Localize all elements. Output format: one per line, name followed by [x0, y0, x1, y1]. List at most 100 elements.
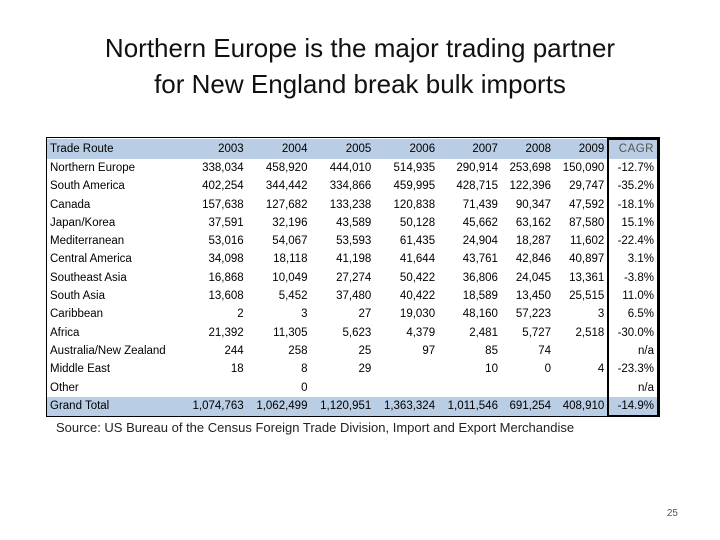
- value-cell: 61,435: [399, 235, 436, 248]
- value-cell: 47,592: [569, 198, 605, 211]
- value-cell: 18,287: [515, 235, 552, 248]
- value-cell: 11,305: [273, 326, 308, 339]
- value-cell: 3: [301, 308, 308, 321]
- value-cell: 25,515: [569, 290, 605, 303]
- value-cell: 10: [485, 363, 498, 376]
- table-row: Australia/New Zealand 244 258 25 97 85 74 n/a: [47, 341, 659, 361]
- value-cell: 2,518: [575, 326, 605, 339]
- value-cell: 63,162: [515, 216, 552, 229]
- value-cell: 25: [358, 344, 372, 357]
- cagr-cell: -12.7%: [607, 159, 659, 178]
- header-2004: 2004: [246, 139, 311, 159]
- value-cell: 19,030: [399, 308, 436, 321]
- value-cell: 290,914: [456, 162, 498, 174]
- trade-route-cell: South America: [50, 180, 125, 193]
- trade-route-cell: Grand Total: [47, 396, 183, 417]
- value-cell: 29,747: [569, 180, 605, 193]
- trade-route-cell: Caribbean: [50, 308, 104, 321]
- value-cell: 71,439: [462, 198, 498, 211]
- cagr-cell: -18.1%: [607, 195, 659, 214]
- value-cell: 0: [301, 381, 308, 394]
- trade-route-cell: Central America: [50, 253, 132, 266]
- value-cell: [374, 360, 438, 378]
- header-2007: 2007: [438, 139, 501, 159]
- table-row: Mediterranean 53,016 54,067 53,593 61,435 24,…: [47, 232, 659, 251]
- value-cell: 41,644: [399, 253, 436, 266]
- value-cell: 459,995: [393, 180, 436, 193]
- trade-route-cell: South Asia: [50, 290, 105, 303]
- header-2006: 2006: [374, 139, 439, 159]
- trade-route-cell: Other: [50, 381, 79, 394]
- value-cell: 37,591: [208, 216, 244, 229]
- header-2009: 2009: [554, 139, 609, 159]
- value-cell: 3: [597, 308, 605, 321]
- value-cell: 50,422: [399, 271, 436, 284]
- value-cell: 1,062,499: [246, 396, 311, 417]
- value-cell: 1,120,951: [310, 396, 375, 417]
- value-cell: 74: [538, 344, 552, 357]
- value-cell: 444,010: [329, 162, 372, 174]
- value-cell: 40,897: [569, 253, 605, 266]
- value-cell: 27,274: [336, 271, 372, 284]
- value-cell: [310, 379, 374, 397]
- value-cell: 24,904: [462, 235, 498, 248]
- cagr-cell: 11.0%: [607, 287, 659, 306]
- cagr-cell: -14.9%: [607, 396, 659, 418]
- table-row: Other 0 n/a: [47, 378, 659, 397]
- header-cagr: CAGR: [607, 138, 659, 159]
- cagr-cell: n/a: [607, 341, 659, 361]
- value-cell: [438, 379, 501, 397]
- value-cell: 133,238: [329, 198, 372, 211]
- value-cell: 54,067: [272, 235, 308, 248]
- value-cell: 338,034: [202, 162, 244, 174]
- value-cell: 34,098: [208, 253, 244, 266]
- header-trade-route: Trade Route: [47, 139, 183, 159]
- value-cell: [183, 379, 247, 397]
- cagr-cell: -22.4%: [607, 232, 659, 251]
- value-cell: 13,450: [515, 290, 552, 303]
- value-cell: 150,090: [562, 162, 605, 174]
- value-cell: [554, 379, 608, 397]
- value-cell: 10,049: [272, 271, 308, 284]
- value-cell: 43,589: [336, 216, 372, 229]
- table-header-row: Trade Route 2003 2004 2005 2006 2007 200…: [47, 138, 659, 159]
- value-cell: 253,698: [509, 162, 552, 174]
- cagr-cell: 3.1%: [607, 250, 659, 269]
- table-row: Central America 34,098 18,118 41,198 41,644 4…: [47, 250, 659, 269]
- value-cell: 18: [230, 363, 244, 376]
- value-cell: 16,868: [208, 271, 244, 284]
- value-cell: 344,442: [265, 180, 308, 193]
- trade-route-cell: Middle East: [50, 363, 111, 376]
- header-2005: 2005: [310, 139, 375, 159]
- value-cell: 0: [544, 363, 552, 376]
- source-note: Source: US Bureau of the Census Foreign …: [56, 420, 575, 435]
- cagr-cell: -30.0%: [607, 323, 659, 342]
- value-cell: 1,363,324: [374, 396, 439, 417]
- value-cell: [501, 379, 554, 397]
- table-row: Southeast Asia 16,868 10,049 27,274 50,422 36…: [47, 268, 659, 288]
- page-number: 25: [666, 508, 678, 519]
- value-cell: 402,254: [202, 180, 244, 193]
- value-cell: 2: [237, 308, 244, 321]
- value-cell: 2,481: [469, 326, 498, 339]
- value-cell: 5,623: [342, 326, 372, 339]
- value-cell: 37,480: [336, 290, 372, 303]
- title-line-1: Northern Europe is the major trading par…: [104, 33, 616, 63]
- header-2008: 2008: [500, 139, 555, 159]
- value-cell: 48,160: [462, 308, 498, 321]
- value-cell: 13,608: [208, 290, 244, 303]
- cagr-cell: 15.1%: [607, 213, 659, 233]
- value-cell: 32,196: [272, 216, 308, 229]
- value-cell: 5,727: [522, 326, 552, 339]
- trade-route-cell: Africa: [50, 326, 80, 339]
- trade-route-cell: Northern Europe: [50, 162, 136, 174]
- table-row: Africa 21,392 11,305 5,623 4,379 2,481 5,727 2,…: [47, 323, 659, 342]
- value-cell: 122,396: [509, 180, 552, 193]
- value-cell: 50,128: [399, 216, 436, 229]
- value-cell: 127,682: [265, 198, 308, 211]
- value-cell: 85: [485, 344, 498, 357]
- trade-route-cell: Australia/New Zealand: [50, 344, 166, 357]
- header-2003: 2003: [182, 139, 247, 159]
- cagr-cell: -35.2%: [607, 177, 659, 196]
- value-cell: [374, 379, 438, 397]
